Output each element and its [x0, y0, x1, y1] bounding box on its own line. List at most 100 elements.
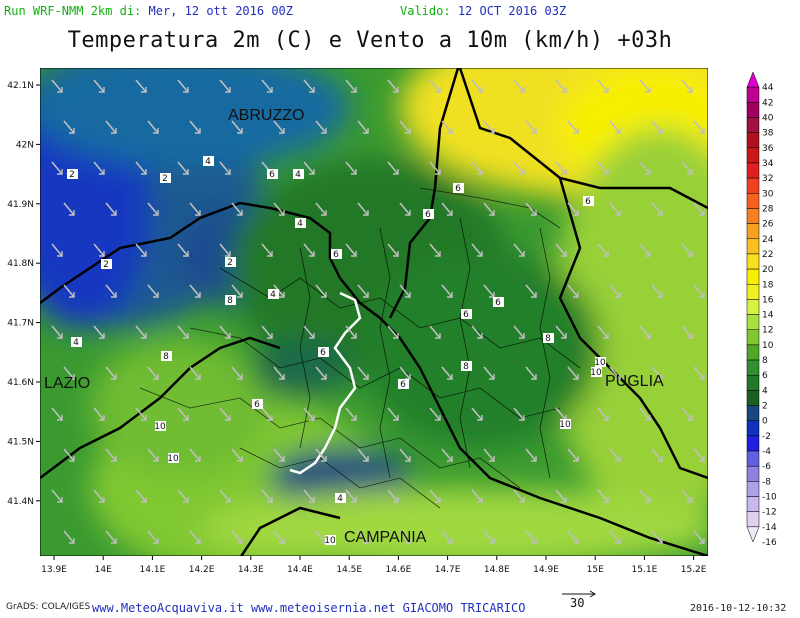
- colorbar-level-label: -2: [762, 432, 771, 442]
- contour-label: 2: [69, 170, 75, 180]
- colorbar-swatch: [746, 193, 760, 209]
- wind-arrow: [567, 120, 579, 134]
- wind-arrow: [471, 161, 483, 175]
- colorbar-level-label: 4: [762, 386, 768, 396]
- wind-arrow-head: [225, 415, 231, 421]
- wind-arrow-head: [321, 292, 327, 298]
- colorbar-cap-top: [746, 71, 760, 88]
- wind-arrow: [429, 489, 441, 503]
- wind-arrow-head: [111, 292, 117, 298]
- wind-arrow: [135, 325, 147, 339]
- wind-arrow: [555, 79, 567, 93]
- wind-arrow: [387, 79, 399, 93]
- wind-arrow-head: [237, 456, 243, 462]
- wind-arrow: [147, 120, 159, 134]
- wind-arrow-head: [111, 456, 117, 462]
- contour-label: 2: [103, 260, 109, 270]
- wind-arrow-head: [279, 128, 285, 134]
- wind-arrow: [429, 161, 441, 175]
- wind-arrow: [303, 407, 315, 421]
- colorbar-level-label: 44: [762, 83, 774, 93]
- wind-arrow: [135, 407, 147, 421]
- wind-arrow: [471, 489, 483, 503]
- wind-arrow: [609, 366, 621, 380]
- lat-tick-label: 41.8N: [7, 259, 34, 269]
- wind-arrow: [357, 530, 369, 544]
- contour-label: 4: [297, 219, 303, 229]
- lon-tick-label: 14.1E: [140, 565, 166, 575]
- wind-arrow-head: [615, 292, 621, 298]
- wind-arrow-head: [657, 456, 663, 462]
- wind-arrow-head: [225, 87, 231, 93]
- wind-arrow-head: [141, 415, 147, 421]
- lon-tick-label: 14.3E: [238, 565, 264, 575]
- wind-arrow-head: [183, 169, 189, 175]
- wind-arrow-head: [321, 128, 327, 134]
- wind-arrow-head: [309, 415, 315, 421]
- wind-arrow: [609, 530, 621, 544]
- wind-arrow: [51, 489, 63, 503]
- colorbar-swatch: [746, 314, 760, 330]
- wind-arrow-head: [699, 292, 705, 298]
- wind-arrow-head: [99, 87, 105, 93]
- wind-arrow-head: [531, 210, 537, 216]
- wind-arrow: [147, 284, 159, 298]
- wind-arrow-head: [699, 374, 705, 380]
- wind-arrow: [399, 120, 411, 134]
- wind-arrow: [51, 79, 63, 93]
- wind-arrow: [399, 530, 411, 544]
- wind-arrow: [597, 243, 609, 257]
- wind-arrow-head: [195, 538, 201, 544]
- contour-label-box: [168, 453, 179, 463]
- wind-arrow-head: [603, 415, 609, 421]
- colorbar-swatch: [746, 299, 760, 315]
- wind-arrow-head: [405, 292, 411, 298]
- wind-arrow-head: [447, 374, 453, 380]
- wind-arrow-head: [57, 169, 63, 175]
- wind-arrow: [273, 448, 285, 462]
- wind-arrow: [639, 79, 651, 93]
- wind-arrow: [441, 120, 453, 134]
- colorbar-level-label: 12: [762, 326, 773, 336]
- contour-label: 4: [205, 157, 211, 167]
- wind-arrow: [315, 284, 327, 298]
- wind-arrow: [345, 79, 357, 93]
- wind-arrow-head: [531, 128, 537, 134]
- wind-arrow: [177, 161, 189, 175]
- colorbar-swatch: [746, 238, 760, 255]
- lon-tick-label: 14.9E: [533, 565, 559, 575]
- wind-arrow-head: [111, 374, 117, 380]
- contour-label-box: [595, 357, 606, 367]
- wind-arrow-head: [657, 210, 663, 216]
- wind-arrow-head: [351, 251, 357, 257]
- wind-arrow-head: [321, 456, 327, 462]
- wind-arrow: [345, 489, 357, 503]
- wind-arrow-head: [435, 169, 441, 175]
- wind-arrow-head: [99, 251, 105, 257]
- wind-arrow-head: [237, 210, 243, 216]
- wind-arrow: [219, 79, 231, 93]
- wind-arrow-head: [447, 292, 453, 298]
- wind-arrow: [399, 202, 411, 216]
- lon-tick-label: 14.4E: [287, 565, 313, 575]
- wind-arrow: [555, 407, 567, 421]
- contour-label-box: [453, 183, 464, 193]
- contour-label: 8: [463, 362, 469, 372]
- wind-arrow: [693, 448, 705, 462]
- lon-tick-label: 13.9E: [41, 565, 67, 575]
- colorbar-swatch: [746, 268, 760, 285]
- colorbar-swatch: [746, 177, 760, 194]
- wind-arrow: [231, 120, 243, 134]
- wind-arrow: [63, 366, 75, 380]
- valid-label: Valido:: [400, 4, 451, 18]
- longitude-ticks: 13.9E 14E 14.1E 14.2E 14.3E 14.4E 14.5E 14.6E 14…: [41, 556, 707, 575]
- latitude-ticks: 42.1N 42N 41.9N 41.8N 41.7N 41.6N 41.5N 41.4N: [7, 81, 40, 507]
- wind-arrow-head: [69, 210, 75, 216]
- wind-arrow-head: [267, 415, 273, 421]
- wind-arrow-head: [519, 333, 525, 339]
- wind-arrow-head: [573, 128, 579, 134]
- contour-label: 8: [163, 352, 169, 362]
- wind-arrow: [513, 161, 525, 175]
- wind-arrow: [399, 366, 411, 380]
